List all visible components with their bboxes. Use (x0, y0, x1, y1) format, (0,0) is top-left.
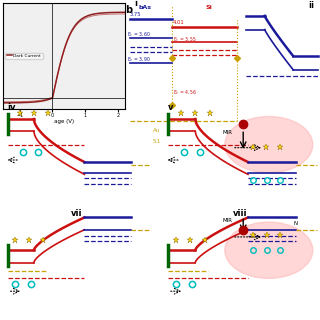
Text: MIR: MIR (222, 130, 232, 135)
Line: Dark Current: Dark Current (3, 12, 125, 103)
Text: ii: ii (308, 2, 315, 11)
Legend: Dark Current: Dark Current (5, 52, 43, 60)
Text: b: b (125, 5, 132, 15)
Dark Current (73, 24, 77, 28)
Text: iv: iv (8, 103, 16, 112)
Text: v: v (168, 103, 173, 112)
Text: bAs: bAs (139, 5, 152, 11)
Dark Current (83, 15, 86, 19)
Text: 4.01: 4.01 (173, 20, 185, 25)
Text: E$_v$ = 3.90: E$_v$ = 3.90 (127, 55, 151, 64)
Dark Current (93, 12, 97, 16)
Dark Current (1, 101, 5, 105)
Dark Current (23, 100, 27, 104)
Text: 3.75: 3.75 (129, 12, 141, 17)
X-axis label: age (V): age (V) (54, 119, 74, 124)
Ellipse shape (225, 116, 313, 173)
Ellipse shape (225, 222, 313, 278)
Text: E$_c$ = 3.55: E$_c$ = 3.55 (173, 35, 196, 44)
Dark Current (123, 10, 127, 14)
Text: vii: vii (71, 209, 83, 218)
Dark Current (56, 70, 60, 74)
Text: MIR: MIR (222, 218, 232, 223)
Text: E$_v$ = 4.56: E$_v$ = 4.56 (173, 88, 197, 97)
Text: i: i (134, 0, 137, 8)
Text: viii: viii (233, 209, 247, 218)
Text: 5.1: 5.1 (153, 139, 161, 144)
Text: N: N (294, 220, 298, 226)
Text: Si: Si (205, 5, 212, 11)
Text: E$_c$ = 3.60: E$_c$ = 3.60 (127, 30, 150, 39)
Text: Au: Au (153, 128, 160, 133)
Dark Current (33, 100, 36, 104)
